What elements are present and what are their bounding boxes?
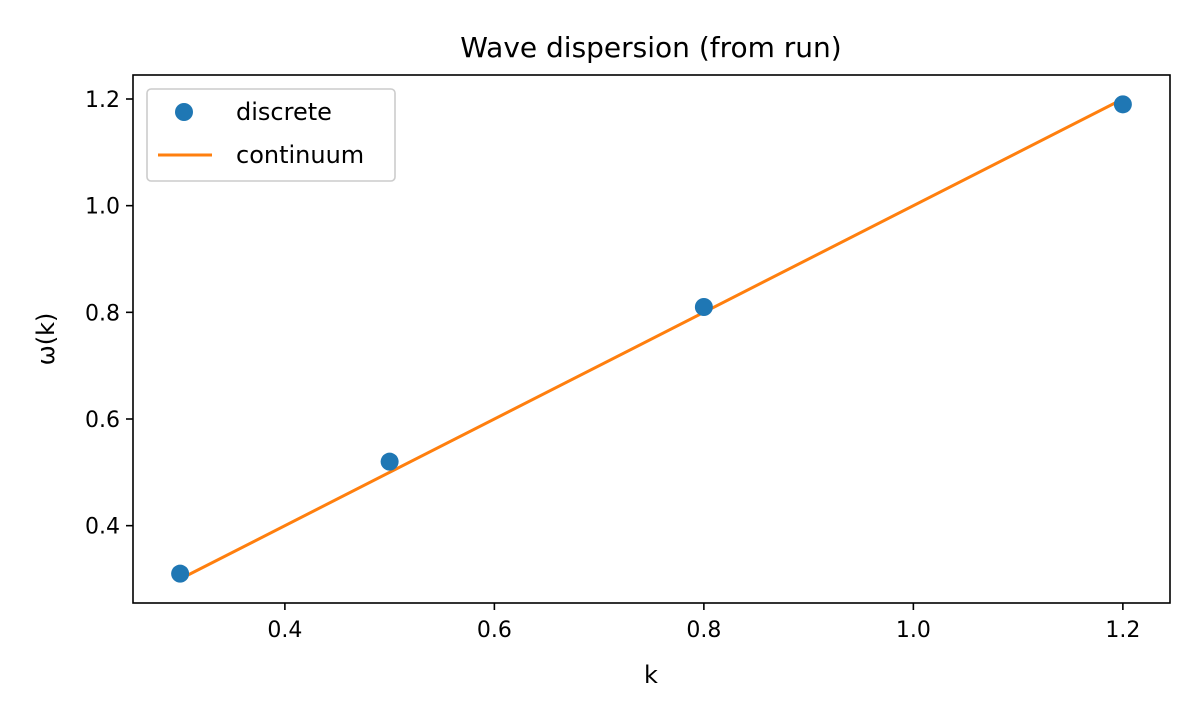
discrete-point [694,298,713,316]
axes-frame [132,74,1171,604]
legend-box [146,88,396,182]
discrete-point [1113,95,1132,114]
y-tick-label: 0.6 [85,408,120,433]
x-tick-label: 0.8 [686,618,721,643]
legend-label: discrete [236,98,332,126]
discrete-point [380,452,399,471]
y-tick-label: 1.0 [85,195,120,220]
legend-marker-discrete [175,103,193,121]
x-tick-label: 1.2 [1105,618,1140,643]
x-tick-label: 0.4 [267,618,302,643]
axis-ticks: 0.4 0.6 0.8 1.0 1.2 0.4 0.6 0.8 1.0 1.2 [85,88,1140,643]
x-tick-label: 1.0 [896,618,931,643]
y-tick-label: 0.8 [85,301,120,326]
x-tick-label: 0.6 [477,618,512,643]
legend-label: continuum [236,141,364,169]
chart-title: Wave dispersion (from run) [460,31,841,64]
plot-area [171,95,1132,583]
x-axis-label: k [644,661,658,689]
y-axis-label: ω(k) [32,313,60,366]
y-tick-label: 1.2 [85,88,120,113]
discrete-point [171,564,190,583]
y-tick-label: 0.4 [85,515,120,540]
continuum-series-line [179,97,1124,581]
legend: discrete continuum [146,88,396,182]
